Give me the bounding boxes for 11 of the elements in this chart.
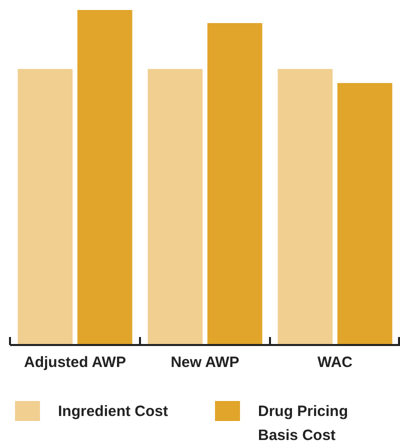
bar (207, 23, 262, 345)
legend-label: Drug Pricing Basis Cost (258, 403, 348, 444)
legend-label: Ingredient Cost (58, 403, 168, 420)
x-tick-label: WAC (318, 354, 353, 371)
bar (148, 68, 203, 345)
bar (337, 83, 392, 345)
bar (18, 68, 73, 345)
bar (278, 68, 333, 345)
x-tick-label: New AWP (170, 354, 240, 371)
bar (77, 10, 132, 345)
x-tick-label: Adjusted AWP (24, 354, 126, 371)
